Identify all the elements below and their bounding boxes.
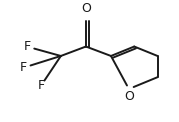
Text: F: F [38,79,45,92]
Text: O: O [81,2,91,15]
Text: F: F [20,61,27,74]
Text: F: F [23,40,30,53]
Text: O: O [124,90,134,103]
